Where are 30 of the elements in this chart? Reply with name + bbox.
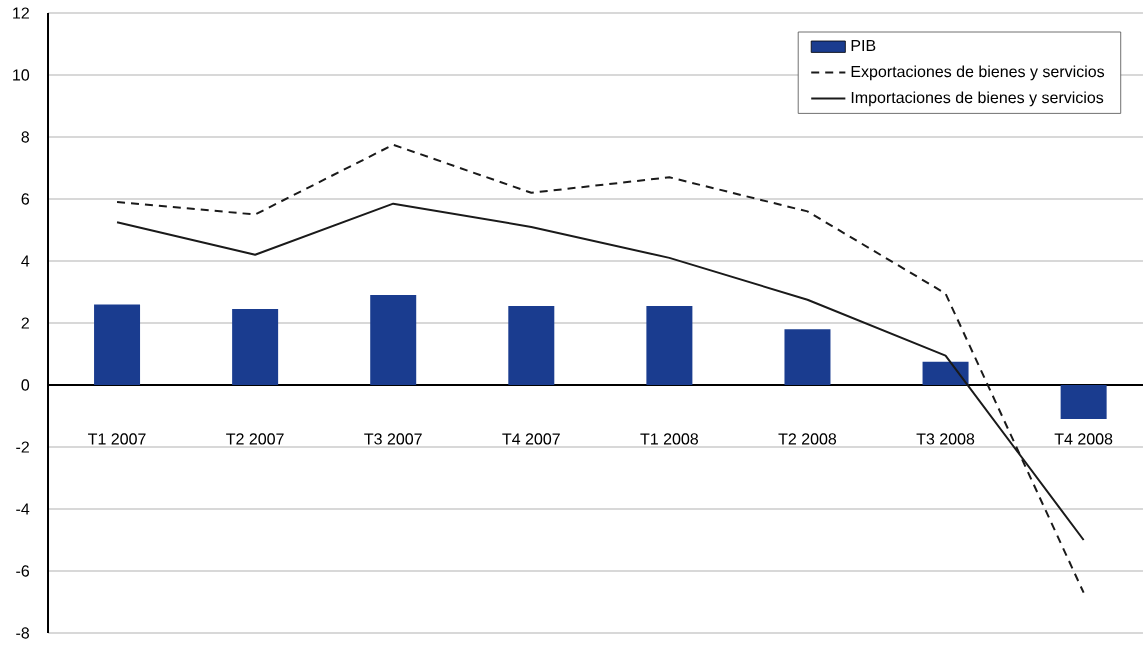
y-tick-label: -8 <box>16 627 30 639</box>
y-tick-label: 10 <box>13 69 30 81</box>
x-tick-label: T3 2007 <box>364 433 422 445</box>
bar <box>370 295 417 385</box>
y-tick-label: -6 <box>16 565 30 577</box>
bar <box>508 305 555 385</box>
bar <box>922 361 969 385</box>
x-tick-label: T3 2008 <box>916 433 975 445</box>
bar <box>646 305 693 385</box>
x-tick-label: T1 2007 <box>88 433 146 445</box>
y-tick-label: -2 <box>16 441 29 453</box>
x-tick-label: T2 2007 <box>226 433 284 445</box>
bar <box>784 329 831 385</box>
bar <box>94 304 141 385</box>
y-tick-label: 4 <box>21 255 30 267</box>
x-tick-label: T2 2008 <box>778 433 837 445</box>
y-tick-label: 8 <box>21 131 30 143</box>
legend-label: PIB <box>851 40 876 52</box>
bar <box>232 309 279 385</box>
y-tick-label: 0 <box>21 379 30 391</box>
bar <box>1060 385 1107 420</box>
legend-label: Exportaciones de bienes y servicios <box>851 65 1105 81</box>
x-tick-label: T4 2007 <box>502 433 560 445</box>
y-tick-label: 2 <box>21 317 29 329</box>
y-tick-label: 6 <box>21 193 30 205</box>
legend-label: Importaciones de bienes y servicios <box>851 91 1104 107</box>
y-tick-label: -4 <box>16 503 30 515</box>
y-tick-label: 12 <box>13 7 29 19</box>
x-tick-label: T1 2008 <box>640 433 699 445</box>
x-tick-label: T4 2008 <box>1054 433 1113 445</box>
